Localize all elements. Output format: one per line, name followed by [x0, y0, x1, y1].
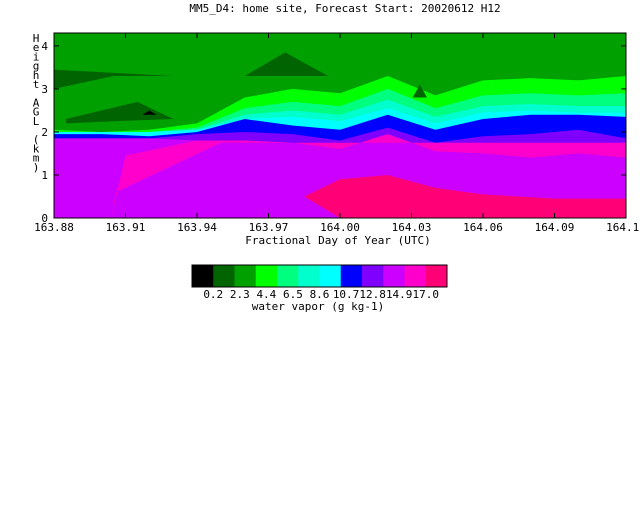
y-label-char: i: [33, 50, 40, 63]
colorbar-frame: [191, 264, 448, 288]
contour-region-2: [412, 84, 427, 98]
colorbar-tick-label: 2.3: [230, 288, 250, 301]
x-tick-label: 163.88: [34, 221, 74, 234]
colorbar-swatch: [213, 265, 235, 287]
contour-region-4: [142, 110, 157, 115]
x-tick-label: 164.00: [320, 221, 360, 234]
x-tick-label: 164.06: [463, 221, 503, 234]
x-tick-label: 163.91: [106, 221, 146, 234]
colorbar-swatch: [362, 265, 384, 287]
y-tick-label: 3: [41, 83, 48, 96]
colorbar-swatch: [234, 265, 257, 287]
colorbar-swatch: [340, 265, 363, 287]
y-label-char: e: [33, 41, 40, 54]
y-axis: 0 1 2 3 4: [41, 40, 626, 225]
x-tick-label: 164.09: [535, 221, 575, 234]
x-tick-label: 163.94: [177, 221, 217, 234]
y-tick-label: 0: [41, 212, 48, 225]
colorbar-swatch: [255, 265, 278, 287]
colorbar-swatch: [298, 265, 320, 287]
colorbar-tick-label: 14.9: [386, 288, 413, 301]
y-label-char: ): [33, 161, 40, 174]
y-label-char: A: [33, 96, 40, 109]
y-label-char: (: [33, 133, 40, 146]
contour-region-1: [244, 52, 329, 77]
y-label-char: g: [33, 60, 40, 73]
colorbar-tick-label: 0.2: [203, 288, 223, 301]
y-label-char: G: [33, 106, 40, 119]
colorbar-tick-label: 6.5: [283, 288, 303, 301]
y-tick-label: 2: [41, 126, 48, 139]
y-label-char: h: [33, 69, 40, 82]
colorbar-swatch: [425, 265, 448, 287]
plot-area: [53, 32, 627, 219]
contour-region-6: [304, 174, 626, 218]
x-axis-label: Fractional Day of Year (UTC): [245, 234, 430, 247]
chart-title: MM5_D4: home site, Forecast Start: 20020…: [189, 2, 500, 15]
colorbar-swatch: [404, 265, 427, 287]
x-tick-label: 164.03: [392, 221, 432, 234]
colorbar-label: water vapor (g kg-1): [252, 300, 384, 313]
colorbar-swatch: [277, 265, 299, 287]
y-label-char: H: [33, 32, 40, 45]
colorbar-swatch: [383, 265, 405, 287]
colorbar: 0.2 2.3 4.4 6.5 8.6 10.7 12.8 14.9 17.0: [191, 264, 448, 301]
colorbar-swatch: [192, 265, 214, 287]
x-axis: 163.88 163.91 163.94 163.97 164.00 164.03 164.…: [34, 33, 640, 234]
contour-region-3: [65, 101, 174, 124]
colorbar-tick-label: 4.4: [256, 288, 276, 301]
y-label-char: m: [33, 152, 40, 165]
colorbar-swatch: [319, 265, 342, 287]
y-label-char: k: [33, 142, 40, 155]
x-tick-label: 163.97: [249, 221, 289, 234]
y-label-char: L: [33, 115, 40, 128]
y-label-char: t: [33, 78, 40, 91]
colorbar-tick-label: 10.7: [333, 288, 360, 301]
x-tick-label: 164.12: [606, 221, 640, 234]
colorbar-tick-label: 12.8: [359, 288, 386, 301]
colorbar-tick-label: 8.6: [310, 288, 330, 301]
y-tick-label: 1: [41, 169, 48, 182]
y-tick-label: 4: [41, 40, 48, 53]
colorbar-tick-label: 17.0: [413, 288, 440, 301]
contour-region-0: [54, 69, 174, 89]
